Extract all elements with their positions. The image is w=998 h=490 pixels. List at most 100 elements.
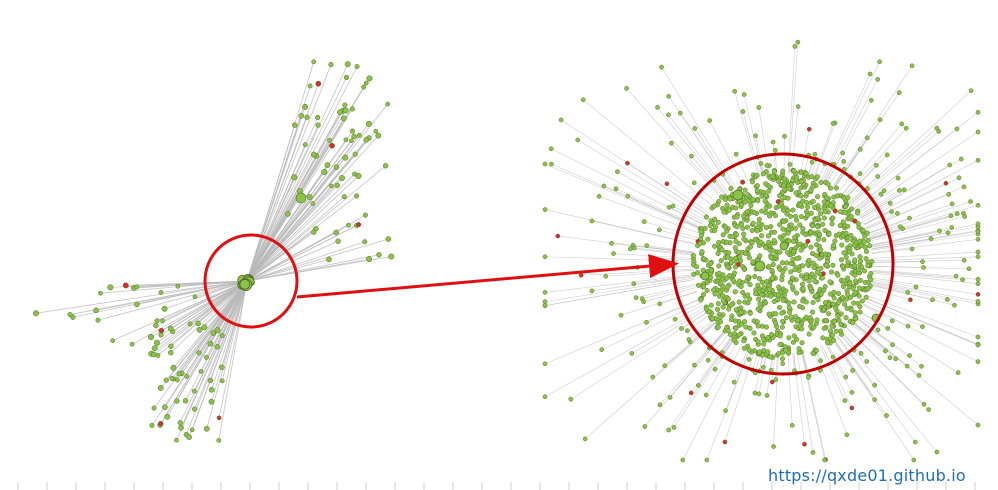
core-edge	[857, 131, 979, 214]
core-node	[718, 258, 724, 264]
overview-node	[327, 138, 332, 143]
peripheral-node	[707, 118, 713, 123]
peripheral-node	[877, 59, 882, 65]
peripheral-node	[948, 213, 954, 219]
core-node	[740, 225, 746, 231]
core-node	[755, 198, 761, 204]
overview-node	[351, 133, 357, 140]
peripheral-node	[705, 357, 711, 363]
overview-node	[164, 413, 171, 420]
overview-node	[361, 84, 367, 90]
peripheral-node	[818, 358, 823, 364]
core-edge	[843, 128, 907, 198]
core-edge	[841, 331, 862, 354]
peripheral-node	[945, 297, 950, 302]
core-node	[752, 291, 758, 297]
core-node	[779, 260, 786, 266]
peripheral-node	[753, 133, 758, 139]
peripheral-node	[875, 77, 880, 82]
core-node	[756, 349, 762, 355]
core-node	[773, 311, 779, 317]
core-edge	[869, 213, 964, 240]
core-node	[779, 277, 785, 283]
peripheral-node	[542, 303, 548, 308]
overview-edge	[211, 280, 248, 390]
core-node	[736, 278, 742, 284]
core-node	[868, 270, 874, 276]
core-edge	[735, 154, 749, 182]
core-node	[798, 214, 804, 220]
core-node	[763, 181, 769, 187]
peripheral-node	[644, 243, 650, 248]
peripheral-node	[618, 312, 624, 318]
overview-node	[373, 128, 379, 134]
core-node	[788, 314, 794, 320]
core-edge	[674, 304, 704, 320]
peripheral-node	[975, 422, 981, 428]
overview-edge	[246, 185, 332, 282]
peripheral-node	[885, 326, 891, 331]
core-edge	[833, 338, 887, 416]
core-nodes	[542, 39, 981, 463]
core-node	[787, 213, 794, 219]
peripheral-node	[644, 320, 649, 325]
peripheral-node	[872, 382, 877, 388]
peripheral-node	[962, 214, 967, 219]
core-node	[733, 205, 739, 211]
overview-edge	[206, 280, 248, 429]
core-node	[830, 337, 837, 343]
peripheral-node	[795, 104, 801, 109]
core-edge	[671, 142, 723, 199]
overview-edge	[218, 280, 248, 418]
core-node	[827, 328, 833, 334]
overview-node	[311, 229, 317, 235]
core-node	[791, 168, 797, 174]
core-node	[715, 306, 721, 312]
core-node	[742, 187, 748, 193]
core-node	[727, 196, 733, 202]
core-node	[708, 302, 714, 308]
core-edge	[687, 315, 710, 331]
core-node	[768, 255, 774, 261]
core-node	[815, 224, 821, 230]
core-node	[772, 213, 778, 219]
peripheral-node	[641, 219, 647, 224]
core-node	[754, 228, 760, 234]
core-node	[728, 186, 734, 192]
overview-node	[219, 364, 225, 371]
core-hub-node	[779, 241, 789, 251]
core-node	[738, 284, 744, 290]
overview-node	[344, 61, 351, 68]
core-edge	[644, 221, 698, 238]
core-node	[798, 247, 804, 253]
peripheral-node	[628, 246, 633, 252]
core-node	[745, 292, 751, 298]
core-node	[742, 199, 748, 205]
core-node	[751, 330, 757, 336]
core-node	[860, 227, 866, 233]
peripheral-node	[895, 175, 901, 181]
core-node	[865, 286, 871, 292]
core-node	[840, 263, 846, 270]
core-node	[741, 345, 747, 351]
core-node	[768, 293, 774, 299]
peripheral-node	[844, 432, 850, 438]
core-node	[810, 223, 816, 229]
core-node	[835, 313, 841, 319]
core-edge	[792, 353, 795, 371]
peripheral-node	[809, 159, 815, 165]
overview-node	[196, 327, 203, 333]
peripheral-node	[686, 337, 692, 342]
core-node	[810, 198, 816, 204]
core-node	[755, 339, 761, 345]
peripheral-node	[599, 347, 605, 352]
core-node	[747, 310, 753, 316]
peripheral-node	[952, 302, 957, 308]
peripheral-node	[631, 245, 637, 251]
core-node	[845, 291, 851, 297]
core-node	[704, 287, 710, 293]
peripheral-node	[975, 221, 981, 227]
core-node	[814, 269, 820, 275]
peripheral-node	[806, 375, 811, 380]
core-node	[844, 305, 850, 311]
